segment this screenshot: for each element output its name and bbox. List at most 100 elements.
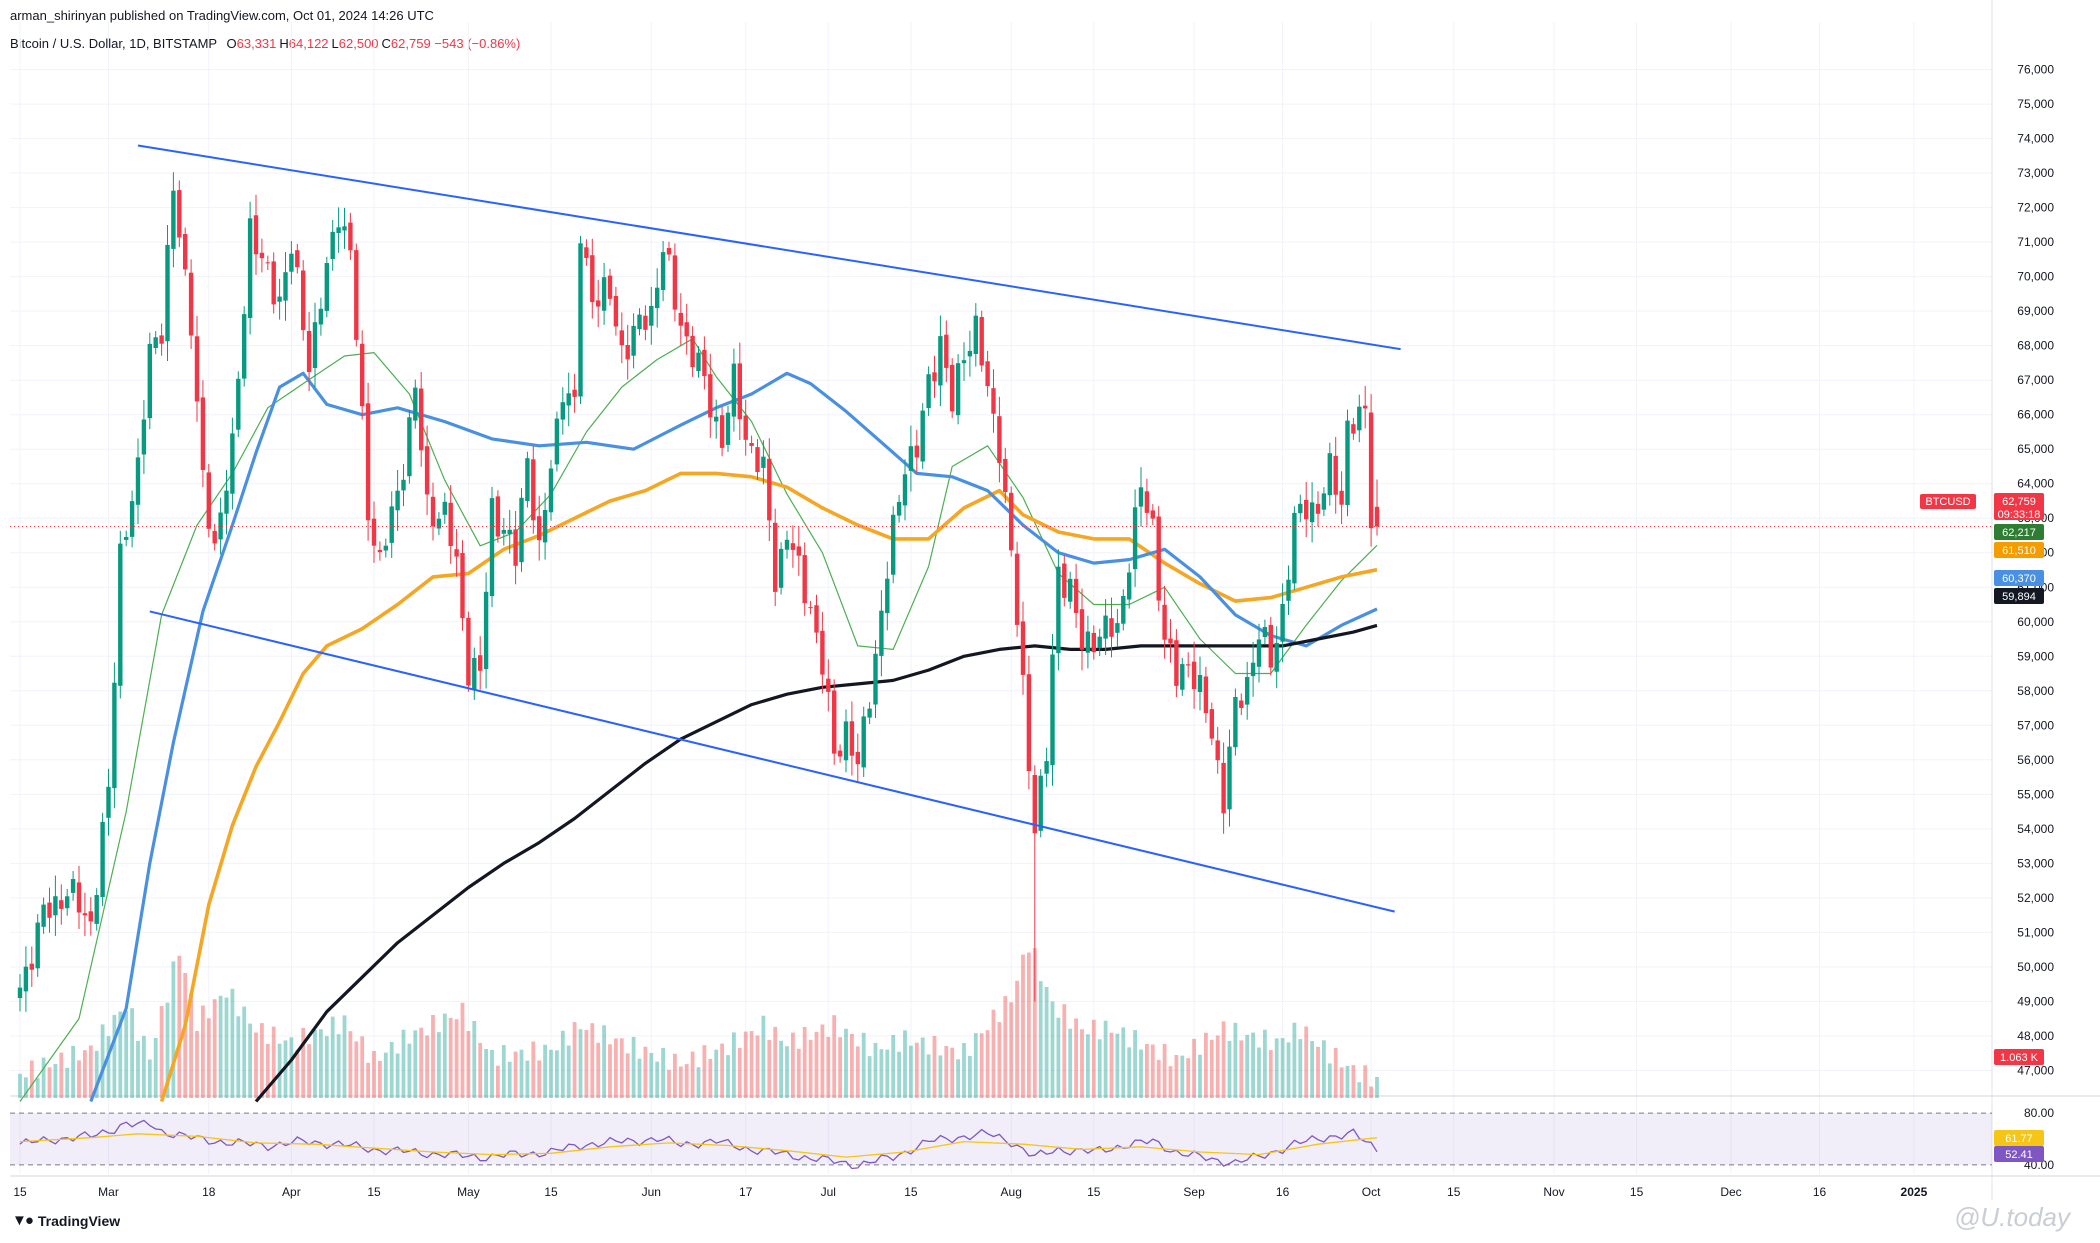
volume-bar [1233,1022,1238,1098]
volume-bar [313,1030,317,1098]
candle-body [1304,499,1309,520]
candle-body [1044,761,1049,774]
candle-body [672,255,678,310]
price-tick-label: 65,000 [2017,442,2054,456]
candle-body [920,410,925,462]
time-tick-label: 15 [13,1185,27,1199]
candle-body [790,543,796,550]
ma-50-label-box [1994,570,2044,586]
ma-short-label-text: 62,217 [2002,527,2036,539]
candle-body [424,446,430,495]
candle-body [690,335,695,368]
volume-bar [1268,1050,1273,1098]
candle-body [1186,664,1191,666]
volume-bar [1198,1054,1202,1098]
candle-body [1026,674,1032,771]
candle-body [1050,654,1055,766]
candle-body [525,458,530,501]
candle-body [1038,775,1043,831]
candle-body [188,272,194,336]
volume-bar [136,1040,140,1098]
volume-bar [1209,1039,1214,1098]
candle-body [1333,455,1338,495]
volume-bar [1292,1022,1297,1098]
volume-bar [785,1046,789,1098]
time-tick-label: 16 [1813,1185,1827,1199]
publish-info: arman_shirinyan published on TradingView… [10,8,434,23]
volume-bar [1327,1063,1332,1098]
candle-body [696,352,701,372]
volume-bar [1038,981,1043,1098]
volume-bar [1363,1065,1368,1098]
volume-bar [578,1029,583,1098]
candle-body [124,537,129,540]
time-tick-label: Aug [1001,1185,1022,1199]
candle-body [1309,502,1315,523]
rsi-ma-line [19,1133,1378,1158]
volume-bar [867,1056,872,1098]
candle-body [65,896,70,909]
candle-body [1345,420,1350,506]
volume-bar [118,1011,123,1098]
candle-body [820,630,825,675]
candle-body [979,317,984,366]
candle-body [619,330,624,346]
volume-bar [1080,1029,1084,1098]
candle-body [1363,405,1368,409]
ma-200-label-box [1994,588,2044,604]
chart-grid [10,0,2100,1200]
volume-bar [1068,1028,1073,1098]
tradingview-logo[interactable]: ▼● TradingView [12,1212,120,1229]
volume-bar [1003,996,1008,1098]
time-tick-label: 15 [1447,1185,1461,1199]
candle-body [1062,563,1067,598]
ohlc-key-L: L [331,36,339,51]
price-tick-label: 51,000 [2017,925,2054,939]
candle-body [159,335,164,344]
volume-bar [1050,1001,1055,1098]
candle-body [236,378,241,430]
candle-body [407,417,412,477]
volume-bar [814,1031,819,1098]
volume-bar [802,1027,807,1098]
time-tick-label: Apr [282,1185,301,1199]
candle-body [265,262,270,264]
volume-bar [773,1026,778,1098]
candle-body [767,458,772,521]
volume-bar [330,1016,335,1098]
candle-body [29,963,34,970]
candle-body [1227,746,1232,810]
candle-body [436,518,442,529]
candle-body [702,349,707,376]
symbol-legend: Bitcoin / U.S. Dollar, 1D, BITSTAMP O63,… [10,36,520,51]
candle-body [1003,458,1008,492]
volume-bar [342,1015,347,1098]
candle-body [590,255,595,303]
volume-bar [448,1017,453,1098]
volume-bar [383,1052,388,1098]
rsi-line [19,1119,1378,1170]
price-tick-label: 52,000 [2017,891,2054,905]
time-tick-label: Dec [1720,1185,1741,1199]
volume-bar [690,1051,695,1098]
candle-body [242,314,247,379]
candle-body [430,496,436,527]
candle-body [950,364,955,412]
price-tick-label: 64,000 [2017,477,2054,491]
volume-bar [1115,1033,1120,1098]
moving-averages [19,338,1378,1103]
candle-body [401,479,406,491]
candle-body [106,786,111,818]
volume-bar [926,1054,931,1098]
volume-bar [454,1019,459,1098]
ma-short-line [19,338,1378,1102]
volume-bar [1215,1035,1220,1098]
candle-body [1056,566,1061,654]
ohlc-key-H: H [279,36,289,51]
volume-bar [301,1027,306,1098]
time-tick-label: 17 [739,1185,753,1199]
volume-bar [236,1016,241,1098]
candle-body [1221,762,1226,814]
ma-100-line [159,471,1378,1103]
